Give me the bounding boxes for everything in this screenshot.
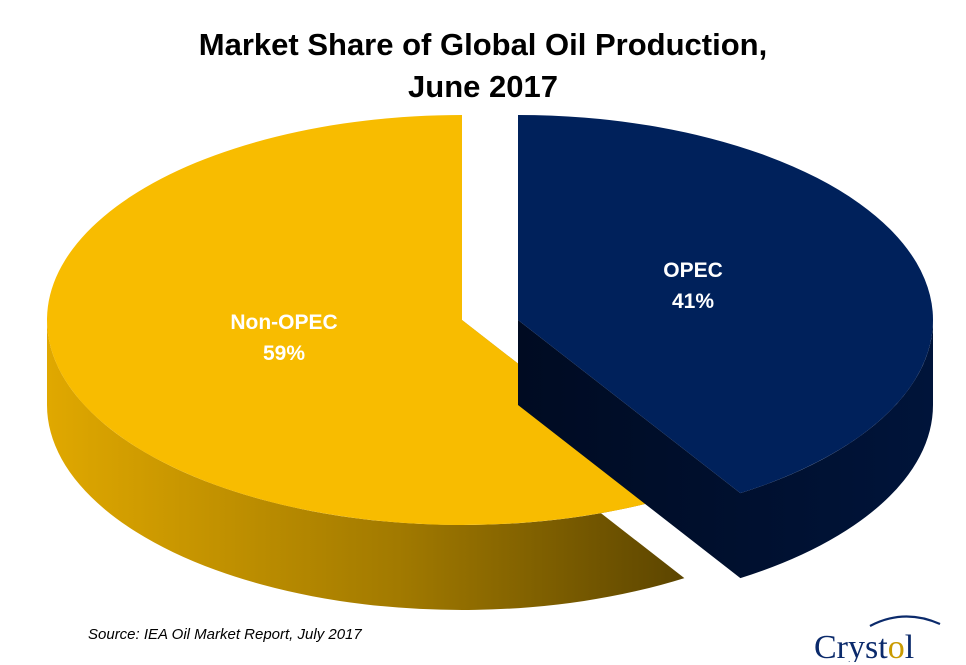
slice-opec-top: [518, 115, 933, 494]
chart-title-line-2: June 2017: [408, 69, 558, 104]
chart-title-line-1: Market Share of Global Oil Production,: [198, 27, 768, 62]
opec-label: OPEC: [663, 259, 723, 282]
crystol-logo: Crystol: [814, 615, 941, 662]
chart-title: Market Share of Global Oil Production, J…: [0, 24, 966, 108]
source-note: Source: IEA Oil Market Report, July 2017: [88, 626, 362, 643]
logo-wordmark: Crystol: [814, 629, 914, 662]
opec-value-label: 41%: [672, 290, 714, 313]
slice-non-opec-top: [46, 115, 685, 525]
slice-opec-side: [518, 320, 933, 579]
slice-opec: [518, 115, 933, 579]
logo-swoosh: [869, 615, 941, 627]
non-opec-label: Non-OPEC: [230, 311, 337, 334]
non-opec-value-label: 59%: [263, 342, 305, 365]
